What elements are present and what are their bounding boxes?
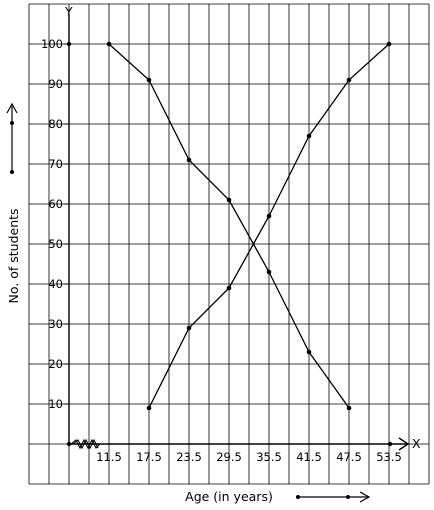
x-tick-label: 47.5 (336, 450, 362, 464)
data-point (347, 78, 352, 83)
data-point (147, 406, 152, 411)
data-point (267, 270, 272, 275)
y-tick-label: 80 (48, 117, 63, 131)
x-tick-label: 53.5 (376, 450, 402, 464)
y-tick-label: 30 (48, 317, 63, 331)
x-tick-label: 29.5 (216, 450, 242, 464)
y-tick-label: 60 (48, 197, 63, 211)
data-point (267, 214, 272, 219)
y-tick-label: 10 (48, 397, 63, 411)
x-tick-label: 11.5 (96, 450, 122, 464)
x-tick-label: 23.5 (176, 450, 202, 464)
data-point (147, 78, 152, 83)
axes: Y X (64, 4, 421, 451)
data-point (187, 158, 192, 163)
x-axis-end-point (388, 442, 392, 446)
x-axis-letter: X (412, 436, 421, 451)
data-point (187, 326, 192, 331)
data-point (107, 42, 112, 47)
y-tick-label: 20 (48, 357, 63, 371)
x-axis-label: Age (in years) (185, 489, 273, 504)
y-tick-label: 100 (41, 37, 63, 51)
data-point (227, 198, 232, 203)
data-point (307, 350, 312, 355)
data-point (227, 286, 232, 291)
y-tick-label: 40 (48, 277, 63, 291)
data-point (347, 406, 352, 411)
y-direction-arrow (7, 104, 17, 174)
x-tick-label: 41.5 (296, 450, 322, 464)
y-axis-letter: Y (64, 4, 73, 19)
tick-labels: 10 20 30 40 50 60 70 80 90 100 11.5 17.5 23.5 29.5 35.… (41, 37, 402, 464)
y-tick-label: 90 (48, 77, 63, 91)
data-point (307, 134, 312, 139)
origin-point (67, 442, 71, 446)
grid (29, 4, 429, 484)
data-point (387, 42, 392, 47)
x-tick-label: 35.5 (256, 450, 282, 464)
y-tick-label: 70 (48, 157, 63, 171)
y-axis-label: No. of students (6, 208, 21, 303)
x-direction-arrow (296, 492, 369, 502)
x-tick-label: 17.5 (136, 450, 162, 464)
y-tick-label: 50 (48, 237, 63, 251)
